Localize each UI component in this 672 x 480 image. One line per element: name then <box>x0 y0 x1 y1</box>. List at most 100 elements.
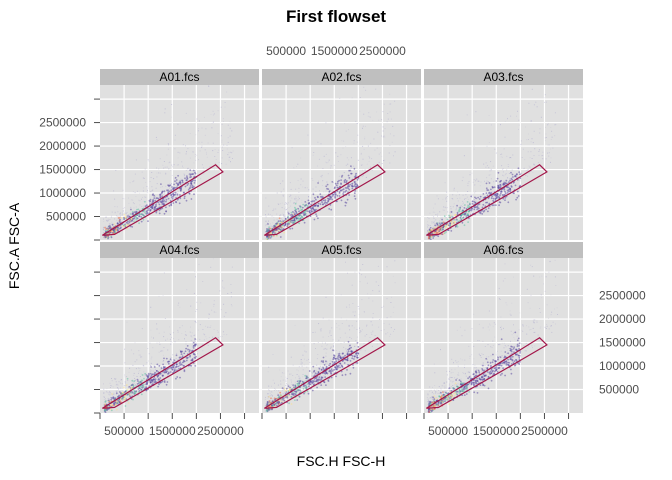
scatter-point <box>490 124 492 126</box>
scatter-point <box>365 177 367 179</box>
scatter-point <box>166 193 168 195</box>
scatter-point <box>548 155 550 157</box>
scatter-point <box>387 270 389 272</box>
scatter-point <box>174 139 176 141</box>
scatter-point <box>364 136 366 138</box>
scatter-point <box>171 104 173 105</box>
scatter-point <box>187 349 189 351</box>
panel-background <box>424 85 583 240</box>
scatter-point <box>272 222 274 224</box>
scatter-point <box>438 392 440 394</box>
scatter-point <box>367 293 369 295</box>
density-point <box>188 349 191 352</box>
scatter-point <box>541 158 543 159</box>
scatter-point <box>353 142 355 144</box>
density-point <box>155 203 157 206</box>
density-point <box>161 195 164 198</box>
scatter-point <box>187 167 189 169</box>
scatter-point <box>265 221 267 223</box>
scatter-point <box>377 131 379 133</box>
scatter-point <box>551 136 553 138</box>
scatter-point <box>154 368 156 370</box>
scatter-point <box>276 213 278 215</box>
density-point <box>162 363 165 366</box>
density-point <box>126 388 129 391</box>
scatter-point <box>145 374 147 376</box>
scatter-point <box>337 185 339 187</box>
scatter-point <box>320 376 322 378</box>
scatter-point <box>283 188 285 190</box>
scatter-point <box>326 162 328 164</box>
density-point <box>142 383 145 386</box>
density-point <box>194 172 197 175</box>
density-point <box>323 372 326 374</box>
scatter-point <box>145 211 146 212</box>
scatter-point <box>286 208 288 210</box>
scatter-point <box>128 387 129 389</box>
scatter-point <box>451 198 453 199</box>
scatter-point <box>469 174 471 176</box>
scatter-point <box>219 290 221 292</box>
scatter-point <box>279 222 280 224</box>
scatter-point <box>194 170 196 171</box>
scatter-point <box>275 208 277 210</box>
scatter-point <box>207 142 209 144</box>
scatter-point <box>474 184 476 186</box>
density-point <box>123 216 125 219</box>
density-point <box>502 197 505 200</box>
panel-a02: A02.fcs <box>262 69 421 240</box>
density-point <box>514 175 517 178</box>
scatter-point <box>220 64 221 65</box>
density-point <box>312 379 314 382</box>
density-point <box>344 204 347 207</box>
scatter-point <box>370 332 372 334</box>
density-point <box>336 366 339 369</box>
density-point <box>194 179 196 182</box>
scatter-point <box>366 176 367 178</box>
scatter-point <box>176 164 178 166</box>
scatter-point <box>194 181 196 183</box>
scatter-point <box>311 373 313 374</box>
density-point <box>333 368 336 371</box>
scatter-point <box>224 106 226 108</box>
scatter-point <box>267 393 269 395</box>
scatter-point <box>295 382 296 384</box>
scatter-point <box>321 376 322 377</box>
density-point <box>337 354 340 357</box>
density-point <box>160 367 163 370</box>
scatter-point <box>265 409 266 411</box>
scatter-point <box>306 202 308 204</box>
scatter-point <box>315 370 317 372</box>
scatter-point <box>376 343 378 345</box>
scatter-point <box>300 359 302 361</box>
scatter-point <box>156 172 158 174</box>
scatter-point <box>461 180 463 182</box>
density-point <box>284 224 287 227</box>
density-point <box>167 197 170 200</box>
density-point <box>119 218 121 221</box>
scatter-point <box>453 187 455 189</box>
scatter-point <box>163 161 165 162</box>
scatter-point <box>464 198 465 200</box>
density-point <box>468 217 470 220</box>
scatter-point <box>471 194 473 196</box>
scatter-point <box>525 175 527 176</box>
scatter-point <box>538 149 540 151</box>
density-point <box>145 386 148 388</box>
scatter-point <box>459 208 461 210</box>
scatter-point <box>383 160 384 161</box>
scatter-point <box>539 132 541 134</box>
density-point <box>141 386 144 389</box>
density-point <box>487 189 490 192</box>
scatter-point <box>230 296 232 298</box>
density-point <box>471 202 474 205</box>
scatter-point <box>367 115 369 117</box>
scatter-point <box>213 166 215 168</box>
scatter-point <box>333 182 334 183</box>
scatter-point <box>510 340 511 342</box>
scatter-point <box>503 180 505 182</box>
scatter-point <box>152 347 154 349</box>
scatter-point <box>478 180 480 182</box>
scatter-point <box>503 175 505 177</box>
scatter-point <box>169 161 171 163</box>
